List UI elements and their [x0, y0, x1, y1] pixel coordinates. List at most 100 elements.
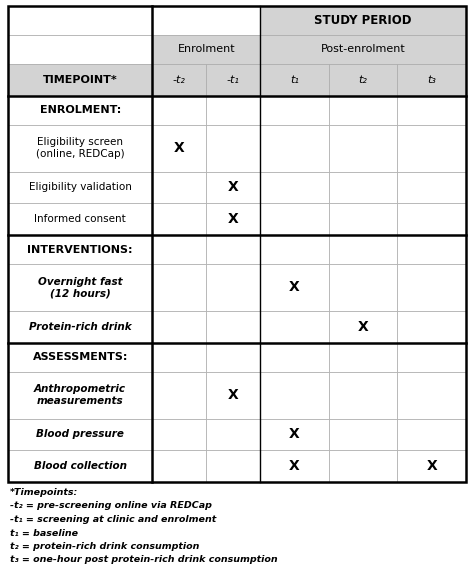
Bar [152, 264, 206, 311]
Bar [328, 235, 397, 264]
Bar [206, 96, 260, 125]
Bar [260, 171, 328, 203]
Bar [328, 125, 397, 171]
Bar [8, 6, 466, 482]
Text: X: X [289, 280, 300, 295]
Text: X: X [228, 388, 239, 402]
Bar [328, 372, 397, 418]
Bar [8, 450, 152, 482]
Text: Overnight fast
(12 hours): Overnight fast (12 hours) [38, 277, 122, 299]
Text: Informed consent: Informed consent [34, 214, 126, 224]
Bar [397, 64, 466, 96]
Bar [260, 450, 328, 482]
Bar [152, 372, 206, 418]
Text: X: X [289, 427, 300, 441]
Bar [260, 6, 466, 35]
Text: Post-enrolment: Post-enrolment [321, 45, 406, 54]
Bar [152, 35, 260, 64]
Bar [206, 64, 260, 96]
Bar [260, 125, 328, 171]
Bar [328, 311, 397, 343]
Bar [328, 450, 397, 482]
Bar [206, 372, 260, 418]
Text: Blood pressure: Blood pressure [36, 429, 124, 439]
Bar [206, 343, 260, 372]
Bar [206, 125, 260, 171]
Bar [328, 418, 397, 450]
Text: STUDY PERIOD: STUDY PERIOD [314, 14, 412, 27]
Text: t₂ = protein-rich drink consumption: t₂ = protein-rich drink consumption [10, 542, 200, 551]
Bar [152, 171, 206, 203]
Text: -t₂: -t₂ [173, 75, 186, 85]
Bar [260, 311, 328, 343]
Bar [206, 311, 260, 343]
Bar [260, 64, 328, 96]
Bar [397, 264, 466, 311]
Bar [397, 96, 466, 125]
Bar [328, 171, 397, 203]
Bar [328, 264, 397, 311]
Bar [260, 203, 328, 235]
Text: X: X [426, 459, 437, 473]
Bar [260, 264, 328, 311]
Bar [397, 203, 466, 235]
Bar [8, 35, 152, 64]
Bar [328, 64, 397, 96]
Text: X: X [357, 320, 368, 334]
Bar [8, 203, 152, 235]
Text: t₁: t₁ [290, 75, 299, 85]
Bar [397, 418, 466, 450]
Text: t₃: t₃ [427, 75, 436, 85]
Bar [397, 343, 466, 372]
Bar [206, 203, 260, 235]
Bar [8, 171, 152, 203]
Bar [8, 264, 152, 311]
Bar [152, 343, 206, 372]
Bar [397, 311, 466, 343]
Bar [152, 125, 206, 171]
Text: INTERVENTIONS:: INTERVENTIONS: [27, 245, 133, 254]
Bar [260, 96, 328, 125]
Bar [152, 64, 206, 96]
Bar [152, 450, 206, 482]
Text: Protein-rich drink: Protein-rich drink [29, 322, 131, 332]
Text: Enrolment: Enrolment [177, 45, 235, 54]
Text: *Timepoints:: *Timepoints: [10, 488, 78, 497]
Bar [152, 235, 206, 264]
Bar [328, 96, 397, 125]
Text: Anthropometric
measurements: Anthropometric measurements [34, 384, 126, 406]
Bar [260, 343, 328, 372]
Bar [8, 96, 152, 125]
Text: t₃ = one-hour post protein-rich drink consumption: t₃ = one-hour post protein-rich drink co… [10, 555, 278, 564]
Bar [397, 171, 466, 203]
Bar [260, 35, 466, 64]
Text: -t₁: -t₁ [227, 75, 240, 85]
Text: Eligibility screen
(online, REDCap): Eligibility screen (online, REDCap) [36, 138, 125, 159]
Bar [397, 235, 466, 264]
Bar [206, 418, 260, 450]
Text: X: X [174, 141, 185, 155]
Text: -t₁ = screening at clinic and enrolment: -t₁ = screening at clinic and enrolment [10, 515, 216, 524]
Bar [8, 372, 152, 418]
Bar [152, 203, 206, 235]
Text: Blood collection: Blood collection [34, 461, 127, 471]
Text: Eligibility validation: Eligibility validation [29, 182, 132, 193]
Text: X: X [289, 459, 300, 473]
Bar [397, 450, 466, 482]
Bar [8, 311, 152, 343]
Text: ENROLMENT:: ENROLMENT: [39, 105, 121, 115]
Bar [152, 6, 260, 35]
Bar [206, 264, 260, 311]
Bar [206, 171, 260, 203]
Text: X: X [228, 180, 239, 194]
Text: -t₂ = pre-screening online via REDCap: -t₂ = pre-screening online via REDCap [10, 501, 212, 511]
Bar [397, 125, 466, 171]
Bar [152, 418, 206, 450]
Bar [8, 64, 152, 96]
Bar [206, 450, 260, 482]
Bar [8, 6, 152, 35]
Bar [328, 343, 397, 372]
Bar [8, 343, 152, 372]
Text: ASSESSMENTS:: ASSESSMENTS: [32, 352, 128, 362]
Bar [260, 372, 328, 418]
